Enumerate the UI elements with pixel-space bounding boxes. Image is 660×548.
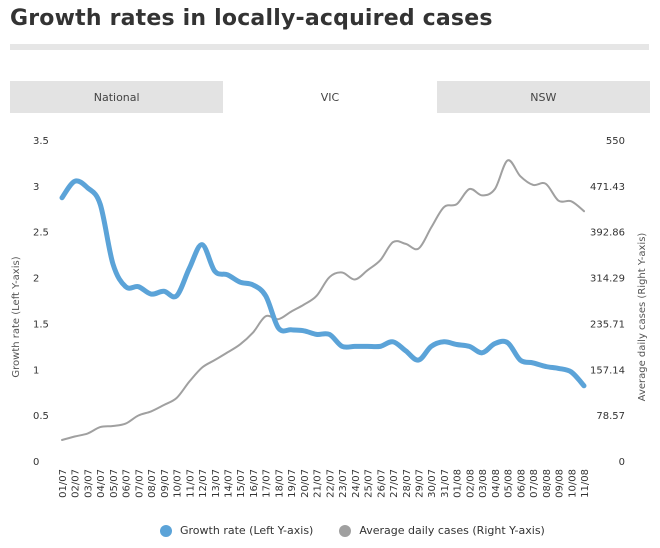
x-axis-ticks: 01/07 02/07 03/07 04/07 05/07 06/07 07/07 08/07…: [58, 469, 591, 498]
x-tick-label: 02/08: [465, 469, 476, 498]
x-tick-label: 27/07: [389, 469, 400, 498]
left-axis-ticks: 0 0.5 1 1.5 2 2.5 3 3.5: [33, 136, 49, 468]
legend-average-swatch: [339, 524, 352, 537]
left-tick-label: 1.5: [33, 319, 49, 330]
right-tick-label: 0: [619, 457, 625, 468]
right-tick-label: 78.57: [596, 411, 625, 422]
x-tick-label: 23/07: [338, 469, 349, 498]
x-tick-label: 16/07: [249, 469, 260, 498]
x-tick-label: 06/07: [122, 469, 133, 498]
x-tick-label: 15/07: [236, 469, 247, 498]
x-tick-label: 22/07: [325, 469, 336, 498]
x-tick-label: 18/07: [274, 469, 285, 498]
right-tick-label: 157.14: [590, 365, 625, 376]
x-tick-label: 13/07: [211, 469, 222, 498]
legend-growth-label: Growth rate (Left Y-axis): [180, 524, 314, 537]
x-tick-label: 19/07: [287, 469, 298, 498]
x-tick-label: 28/07: [402, 469, 413, 498]
region-tabs: National VIC NSW: [10, 81, 650, 113]
right-tick-label: 392.86: [590, 228, 625, 239]
x-tick-label: 02/07: [71, 469, 82, 498]
legend-average-label: Average daily cases (Right Y-axis): [359, 524, 545, 537]
x-tick-label: 06/08: [516, 469, 527, 498]
right-axis-title: Average daily cases (Right Y-axis): [637, 233, 648, 402]
left-tick-label: 2.5: [33, 228, 49, 239]
x-tick-label: 08/08: [542, 469, 553, 498]
page-title: Growth rates in locally-acquired cases: [10, 6, 493, 31]
x-tick-label: 12/07: [198, 469, 209, 498]
x-tick-label: 29/07: [414, 469, 425, 498]
x-tick-label: 04/07: [96, 469, 107, 498]
tab-national[interactable]: National: [93, 90, 140, 104]
right-axis-ticks: 0 78.57 157.14 235.71 314.29 392.86 471.43 550: [590, 136, 625, 468]
x-tick-label: 03/07: [83, 469, 94, 498]
x-tick-label: 30/07: [427, 469, 438, 498]
legend: Growth rate (Left Y-axis) Average daily …: [160, 524, 571, 537]
left-tick-label: 3.5: [33, 136, 49, 147]
left-axis-title: Growth rate (Left Y-axis): [11, 256, 22, 377]
x-tick-label: 10/08: [567, 469, 578, 498]
left-tick-label: 1: [33, 365, 39, 376]
title-divider: [10, 44, 649, 50]
x-tick-label: 08/07: [147, 469, 158, 498]
x-tick-label: 14/07: [224, 469, 235, 498]
right-tick-label: 550: [606, 136, 625, 147]
left-tick-label: 2: [33, 274, 39, 285]
x-tick-label: 31/07: [440, 469, 451, 498]
x-tick-label: 05/08: [504, 469, 515, 498]
right-tick-label: 314.29: [590, 274, 625, 285]
left-tick-label: 0.5: [33, 411, 49, 422]
tab-vic[interactable]: VIC: [223, 81, 437, 113]
x-tick-label: 24/07: [351, 469, 362, 498]
x-tick-label: 03/08: [478, 469, 489, 498]
x-tick-label: 04/08: [491, 469, 502, 498]
x-tick-label: 01/07: [58, 469, 69, 498]
left-tick-label: 0: [33, 457, 39, 468]
x-tick-label: 20/07: [300, 469, 311, 498]
average-daily-cases-line: [61, 159, 585, 441]
legend-item-average[interactable]: Average daily cases (Right Y-axis): [339, 524, 545, 537]
x-tick-label: 09/07: [160, 469, 171, 498]
x-tick-label: 21/07: [313, 469, 324, 498]
legend-growth-swatch: [160, 524, 172, 537]
x-tick-label: 11/08: [580, 469, 591, 498]
x-tick-label: 07/08: [529, 469, 540, 498]
series-lines: [59, 159, 587, 441]
x-tick-label: 09/08: [555, 469, 566, 498]
left-tick-label: 3: [33, 182, 39, 193]
x-tick-label: 01/08: [453, 469, 464, 498]
x-tick-label: 25/07: [364, 469, 375, 498]
x-tick-label: 07/07: [134, 469, 145, 498]
x-tick-label: 26/07: [376, 469, 387, 498]
x-tick-label: 05/07: [109, 469, 120, 498]
x-tick-label: 11/07: [185, 469, 196, 498]
x-tick-label: 17/07: [262, 469, 273, 498]
right-tick-label: 471.43: [590, 182, 625, 193]
x-tick-label: 10/07: [173, 469, 184, 498]
right-tick-label: 235.71: [590, 319, 625, 330]
tab-nsw[interactable]: NSW: [530, 90, 557, 104]
legend-item-growth[interactable]: Growth rate (Left Y-axis): [160, 524, 313, 537]
growth-rate-line: [59, 178, 587, 389]
